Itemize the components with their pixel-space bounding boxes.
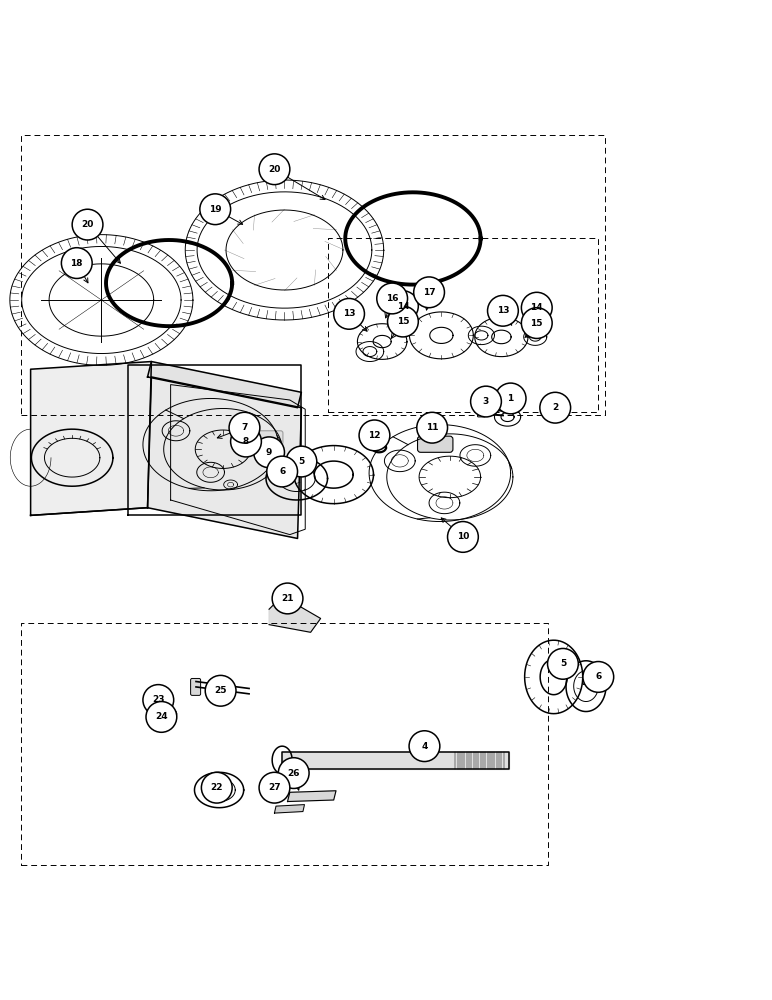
FancyBboxPatch shape (191, 678, 201, 695)
Text: 20: 20 (269, 165, 281, 174)
FancyBboxPatch shape (249, 431, 283, 445)
Circle shape (62, 248, 92, 278)
Circle shape (259, 772, 290, 803)
Text: 27: 27 (268, 783, 281, 792)
Polygon shape (550, 403, 561, 420)
Circle shape (267, 456, 297, 487)
Polygon shape (31, 362, 151, 515)
Circle shape (521, 292, 552, 323)
Circle shape (359, 420, 390, 451)
Text: 6: 6 (595, 672, 601, 681)
Circle shape (414, 277, 445, 308)
Text: 16: 16 (386, 294, 398, 303)
Text: 8: 8 (243, 437, 249, 446)
Circle shape (205, 675, 236, 706)
Circle shape (409, 731, 440, 762)
Polygon shape (147, 377, 301, 538)
Circle shape (72, 209, 103, 240)
Text: 17: 17 (423, 288, 435, 297)
Text: 6: 6 (279, 467, 286, 476)
Text: 13: 13 (496, 306, 510, 315)
Polygon shape (269, 596, 320, 632)
Text: 15: 15 (397, 317, 409, 326)
Circle shape (377, 283, 408, 314)
Polygon shape (147, 362, 301, 408)
Text: 20: 20 (81, 220, 93, 229)
Circle shape (200, 194, 231, 225)
Text: 11: 11 (426, 423, 438, 432)
Circle shape (229, 412, 260, 443)
Polygon shape (275, 805, 304, 813)
Circle shape (417, 412, 448, 443)
Text: 24: 24 (155, 712, 168, 721)
Circle shape (286, 446, 317, 477)
Circle shape (388, 291, 418, 322)
Circle shape (448, 522, 479, 552)
Text: 18: 18 (70, 259, 83, 268)
Text: 14: 14 (530, 303, 543, 312)
Circle shape (143, 685, 174, 715)
Circle shape (495, 383, 526, 414)
Circle shape (231, 426, 262, 457)
Text: 10: 10 (457, 532, 469, 541)
Circle shape (547, 648, 578, 679)
FancyBboxPatch shape (418, 436, 453, 452)
Circle shape (259, 154, 290, 185)
Text: 12: 12 (368, 431, 381, 440)
Circle shape (201, 772, 232, 803)
Circle shape (279, 758, 309, 788)
Text: 2: 2 (552, 403, 558, 412)
Text: 22: 22 (211, 783, 223, 792)
Circle shape (471, 386, 501, 417)
Text: 7: 7 (242, 423, 248, 432)
Circle shape (521, 308, 552, 338)
Text: 23: 23 (152, 695, 164, 704)
Circle shape (583, 662, 614, 692)
Text: 19: 19 (209, 205, 222, 214)
Text: 4: 4 (422, 742, 428, 751)
Circle shape (540, 392, 571, 423)
Text: 26: 26 (287, 769, 300, 778)
Polygon shape (282, 752, 509, 769)
Text: 13: 13 (343, 309, 355, 318)
Circle shape (488, 295, 518, 326)
Text: 3: 3 (482, 397, 489, 406)
Text: 1: 1 (507, 394, 513, 403)
Text: 25: 25 (215, 686, 227, 695)
Circle shape (388, 306, 418, 337)
Circle shape (334, 298, 364, 329)
Text: 5: 5 (298, 457, 304, 466)
Circle shape (254, 437, 284, 468)
FancyBboxPatch shape (478, 407, 486, 417)
Circle shape (146, 702, 177, 732)
Text: 14: 14 (397, 302, 409, 311)
Text: 5: 5 (560, 659, 566, 668)
Text: 9: 9 (266, 448, 273, 457)
Circle shape (273, 583, 303, 614)
Polygon shape (287, 791, 336, 802)
Text: 15: 15 (530, 319, 543, 328)
Text: 21: 21 (281, 594, 294, 603)
